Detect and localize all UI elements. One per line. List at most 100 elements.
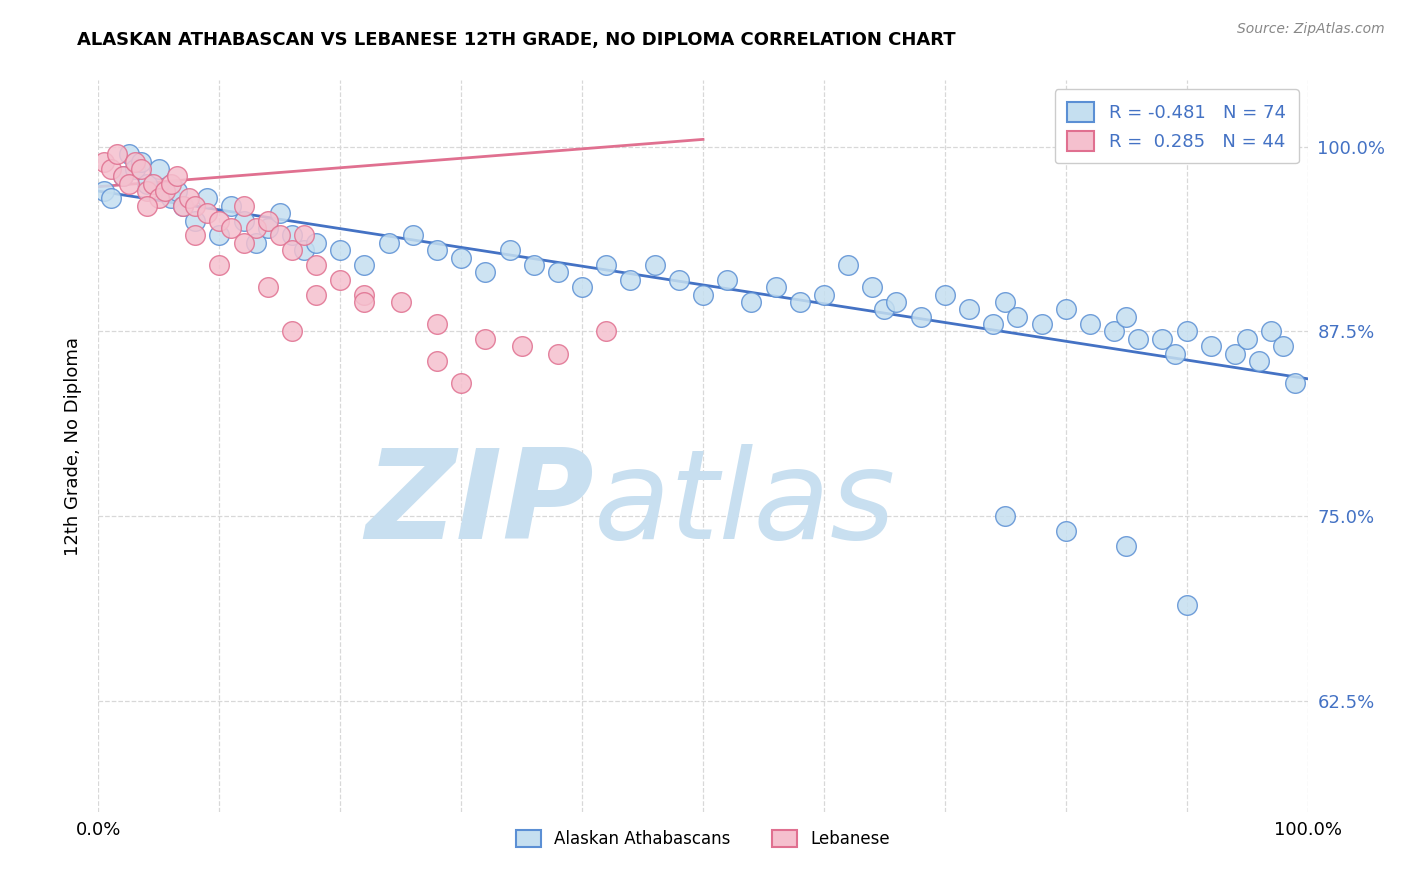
Point: [221, 221, 243, 235]
Point: [160, 192, 183, 206]
Point: [172, 199, 194, 213]
Point: [305, 287, 328, 301]
Point: [329, 273, 352, 287]
Point: [1175, 325, 1198, 339]
Point: [860, 280, 883, 294]
Point: [353, 294, 375, 309]
Point: [232, 199, 254, 213]
Point: [245, 235, 267, 250]
Point: [179, 192, 201, 206]
Point: [135, 177, 157, 191]
Point: [142, 177, 165, 191]
Point: [1199, 339, 1222, 353]
Point: [716, 273, 738, 287]
Point: [426, 354, 449, 368]
Point: [1078, 317, 1101, 331]
Point: [595, 325, 617, 339]
Point: [221, 199, 243, 213]
Point: [789, 294, 811, 309]
Point: [160, 177, 183, 191]
Point: [208, 258, 231, 272]
Point: [292, 244, 315, 258]
Point: [100, 192, 122, 206]
Point: [886, 294, 908, 309]
Point: [129, 154, 152, 169]
Point: [269, 228, 291, 243]
Point: [547, 265, 569, 279]
Point: [1223, 346, 1246, 360]
Legend: Alaskan Athabascans, Lebanese: Alaskan Athabascans, Lebanese: [509, 823, 897, 855]
Point: [281, 244, 304, 258]
Point: [813, 287, 835, 301]
Point: [994, 509, 1017, 524]
Point: [256, 221, 278, 235]
Point: [353, 287, 375, 301]
Point: [208, 228, 231, 243]
Point: [124, 161, 146, 176]
Point: [450, 376, 472, 391]
Point: [118, 147, 141, 161]
Point: [873, 302, 896, 317]
Point: [93, 154, 115, 169]
Point: [124, 154, 146, 169]
Point: [281, 325, 304, 339]
Point: [129, 161, 152, 176]
Point: [1054, 302, 1077, 317]
Point: [377, 235, 399, 250]
Point: [153, 184, 176, 198]
Point: [148, 192, 170, 206]
Point: [474, 332, 496, 346]
Point: [135, 184, 157, 198]
Point: [232, 213, 254, 227]
Point: [740, 294, 762, 309]
Point: [1102, 325, 1125, 339]
Point: [1128, 332, 1150, 346]
Point: [498, 244, 520, 258]
Point: [118, 177, 141, 191]
Point: [571, 280, 593, 294]
Point: [184, 199, 207, 213]
Point: [1236, 332, 1258, 346]
Point: [353, 258, 375, 272]
Point: [166, 169, 188, 184]
Point: [402, 228, 425, 243]
Point: [426, 317, 449, 331]
Point: [1163, 346, 1185, 360]
Point: [1152, 332, 1174, 346]
Point: [195, 192, 218, 206]
Point: [547, 346, 569, 360]
Point: [305, 258, 328, 272]
Point: [111, 169, 134, 184]
Point: [1175, 598, 1198, 612]
Point: [474, 265, 496, 279]
Point: [1007, 310, 1029, 324]
Point: [184, 228, 207, 243]
Point: [668, 273, 690, 287]
Point: [100, 161, 122, 176]
Point: [1115, 310, 1137, 324]
Point: [1249, 354, 1271, 368]
Point: [450, 251, 472, 265]
Point: [148, 161, 170, 176]
Text: atlas: atlas: [595, 444, 896, 565]
Point: [994, 294, 1017, 309]
Point: [1284, 376, 1306, 391]
Point: [269, 206, 291, 220]
Point: [957, 302, 980, 317]
Text: ALASKAN ATHABASCAN VS LEBANESE 12TH GRADE, NO DIPLOMA CORRELATION CHART: ALASKAN ATHABASCAN VS LEBANESE 12TH GRAD…: [77, 31, 956, 49]
Text: Source: ZipAtlas.com: Source: ZipAtlas.com: [1237, 22, 1385, 37]
Point: [1272, 339, 1295, 353]
Point: [195, 206, 218, 220]
Point: [510, 339, 533, 353]
Point: [281, 228, 304, 243]
Point: [208, 213, 231, 227]
Point: [644, 258, 666, 272]
Point: [232, 235, 254, 250]
Point: [1260, 325, 1282, 339]
Point: [245, 221, 267, 235]
Point: [910, 310, 932, 324]
Point: [1031, 317, 1053, 331]
Text: ZIP: ZIP: [366, 444, 595, 565]
Point: [111, 169, 134, 184]
Point: [934, 287, 956, 301]
